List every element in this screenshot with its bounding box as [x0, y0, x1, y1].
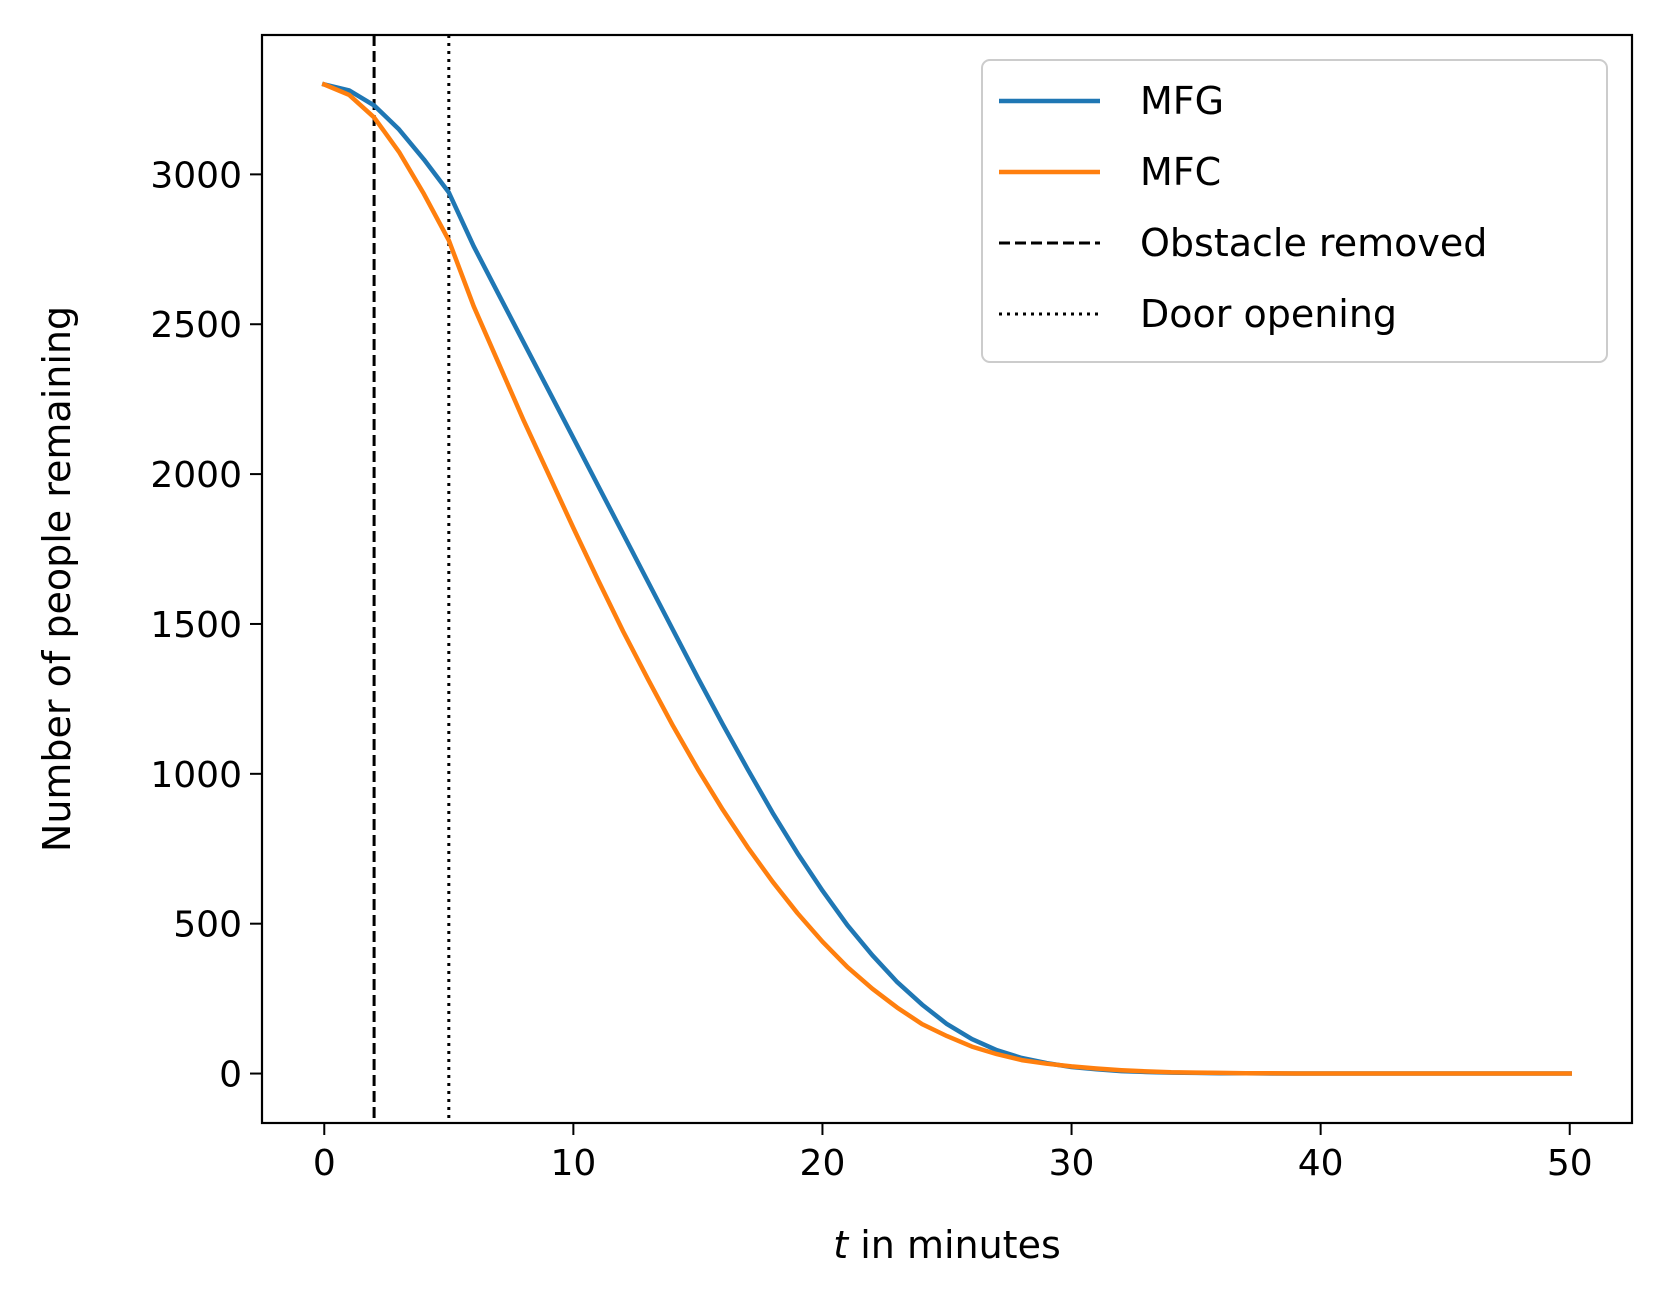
y-axis-ticks: 0 500 1000 1500 2000 2500 3000 — [150, 155, 262, 1096]
x-tick-label: 20 — [800, 1143, 846, 1184]
legend: MFG MFC Obstacle removed Door opening — [981, 59, 1608, 363]
legend-label-mfg: MFG — [1140, 79, 1224, 123]
y-tick-label: 500 — [173, 905, 242, 946]
series-line-mfc — [321, 81, 1572, 1076]
y-tick-label: 2000 — [150, 455, 242, 496]
y-tick-label: 3000 — [150, 155, 242, 196]
y-tick-label: 2500 — [150, 305, 242, 346]
legend-label-obstacle-removed: Obstacle removed — [1140, 221, 1487, 265]
x-tick-label: 50 — [1547, 1143, 1593, 1184]
plot-lines — [321, 35, 1572, 1123]
x-axis-label: t in minutes — [833, 1223, 1061, 1267]
y-axis-label: Number of people remaining — [35, 306, 79, 852]
x-axis-ticks: 0 10 20 30 40 50 — [313, 1123, 1593, 1184]
y-tick-label: 1000 — [150, 755, 242, 796]
y-tick-label: 0 — [219, 1055, 242, 1096]
legend-label-door-opening: Door opening — [1140, 292, 1397, 336]
y-tick-label: 1500 — [150, 605, 242, 646]
x-tick-label: 40 — [1298, 1143, 1344, 1184]
x-tick-label: 0 — [313, 1143, 336, 1184]
legend-label-mfc: MFC — [1140, 150, 1221, 194]
plot-frame — [260, 33, 1634, 1125]
x-axis-label-rest: in minutes — [848, 1223, 1061, 1267]
x-axis-label-var: t — [833, 1223, 850, 1267]
x-tick-label: 30 — [1049, 1143, 1095, 1184]
x-tick-label: 10 — [550, 1143, 596, 1184]
legend-box — [981, 59, 1608, 363]
